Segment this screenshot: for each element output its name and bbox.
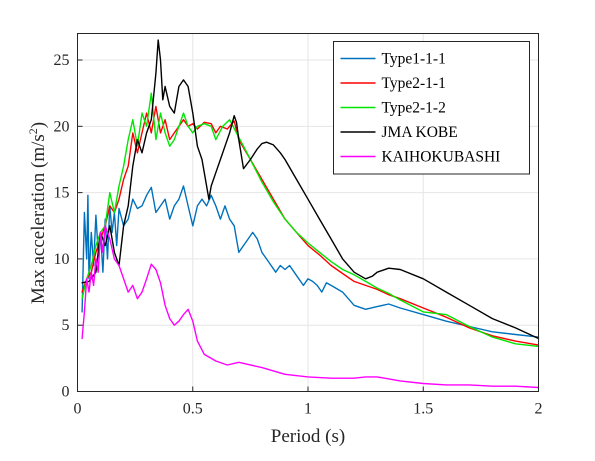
x-tick-label: 0 [74,401,82,418]
series-line-type2-1-2 [81,92,540,348]
y-tick-label: 0 [62,384,70,401]
legend-label-kaihokubashi: KAIHOKUBASHI [382,149,501,166]
y-axis-title: Max acceleration (m/s2) [26,122,49,304]
y-tick-label: 25 [54,52,70,69]
y-tick-label: 20 [54,118,70,135]
x-axis-title: Period (s) [271,426,345,447]
y-axis-title-main: Max acceleration (m/s [28,134,49,304]
series-line-type1-1-1 [81,185,540,338]
legend-label-jma-kobe: JMA KOBE [382,124,458,141]
legend-label-type1-1-1: Type1-1-1 [382,51,446,68]
x-tick-label: 2 [535,401,543,418]
y-axis-title-exponent: 2 [26,128,40,134]
series-line-kaihokubashi [81,225,540,389]
y-tick-label: 10 [54,251,70,268]
legend-label-type2-1-2: Type2-1-2 [382,100,446,117]
legend-label-type2-1-1: Type2-1-1 [382,75,446,92]
series-line-type2-1-1 [81,105,540,346]
series-lines [81,39,540,389]
series-line-jma-kobe [81,39,540,340]
x-tick-label: 0.5 [183,401,203,418]
legend: Type1-1-1 Type2-1-1 Type2-1-2 JMA KOBE KAIHO… [333,41,530,175]
y-axis-title-close: ) [28,122,49,128]
x-tick-label: 1 [304,401,312,418]
y-tick-label: 5 [62,317,70,334]
y-tick-label: 15 [54,185,70,202]
x-tick-label: 1.5 [413,401,433,418]
